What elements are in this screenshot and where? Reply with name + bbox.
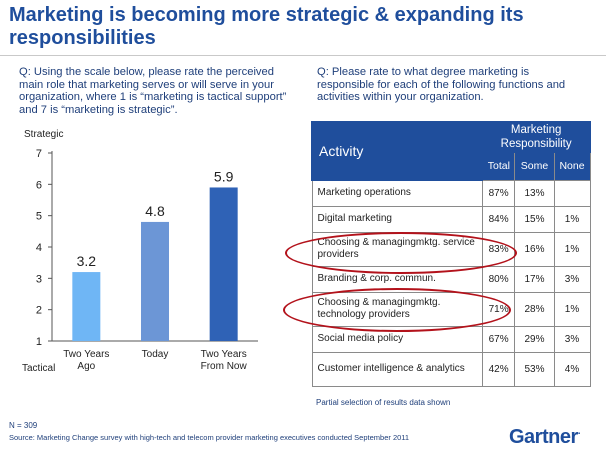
y-tick-label: 3 xyxy=(36,273,42,285)
y-tick-label: 5 xyxy=(36,211,42,223)
none-cell xyxy=(553,179,591,207)
header-total: Total xyxy=(481,151,516,181)
table-row: Branding & corp. commun. 80% 17% 3% xyxy=(311,265,591,293)
none-cell: 3% xyxy=(553,265,591,293)
none-cell: 1% xyxy=(553,291,591,327)
total-cell: 84% xyxy=(481,205,516,233)
some-cell: 53% xyxy=(514,351,555,387)
header-some: Some xyxy=(514,151,555,181)
total-cell: 83% xyxy=(481,231,516,267)
title-divider xyxy=(0,55,606,56)
total-cell: 80% xyxy=(481,265,516,293)
category-label: From Now xyxy=(201,361,248,372)
none-cell: 1% xyxy=(553,231,591,267)
table-row: Customer intelligence & analytics 42% 53… xyxy=(311,351,591,387)
activity-cell: Choosing & managingmktg. service provide… xyxy=(311,231,483,267)
table-row: Digital marketing 84% 15% 1% xyxy=(311,205,591,233)
source-note: Source: Marketing Change survey with hig… xyxy=(9,433,410,442)
bar-value-label: 3.2 xyxy=(77,253,97,269)
none-cell: 4% xyxy=(553,351,591,387)
bar xyxy=(209,187,238,341)
partial-selection-note: Partial selection of results data shown xyxy=(316,398,451,407)
table-row: Social media policy 67% 29% 3% xyxy=(311,325,591,353)
some-cell: 15% xyxy=(514,205,555,233)
table-row: Choosing & managingmktg. technology prov… xyxy=(311,291,591,327)
table-row: Choosing & managingmktg. service provide… xyxy=(311,231,591,267)
activity-cell: Social media policy xyxy=(311,325,483,353)
activity-cell: Branding & corp. commun. xyxy=(311,265,483,293)
category-label: Today xyxy=(142,349,169,360)
none-cell: 1% xyxy=(553,205,591,233)
total-cell: 67% xyxy=(481,325,516,353)
bar-value-label: 4.8 xyxy=(145,203,165,219)
total-cell: 71% xyxy=(481,291,516,327)
gartner-logo: Gartner. xyxy=(509,426,581,449)
slide-title: Marketing is becoming more strategic & e… xyxy=(9,4,524,49)
some-cell: 17% xyxy=(514,265,555,293)
some-cell: 28% xyxy=(514,291,555,327)
total-cell: 42% xyxy=(481,351,516,387)
total-cell: 87% xyxy=(481,179,516,207)
category-label: Ago xyxy=(77,361,95,372)
activity-cell: Digital marketing xyxy=(311,205,483,233)
y-tick-label: 6 xyxy=(36,179,42,191)
table-row: Marketing operations 87% 13% xyxy=(311,179,591,207)
bar-value-label: 5.9 xyxy=(214,168,234,184)
header-activity: Activity xyxy=(310,121,484,181)
y-tick-label: 2 xyxy=(36,305,42,317)
question-right: Q: Please rate to what degree marketing … xyxy=(317,66,566,103)
category-label: Two Years xyxy=(63,349,109,360)
y-tick-label: 1 xyxy=(36,336,42,348)
some-cell: 16% xyxy=(514,231,555,267)
header-marketing-responsibility: Marketing Responsibility xyxy=(481,121,591,153)
question-left: Q: Using the scale below, please rate th… xyxy=(19,66,287,116)
activity-cell: Customer intelligence & analytics xyxy=(311,351,483,387)
responsibility-table: Activity Marketing Responsibility Total … xyxy=(310,121,591,387)
sample-size: N = 309 xyxy=(9,421,38,430)
bar xyxy=(141,221,169,341)
none-cell: 3% xyxy=(553,325,591,353)
y-axis-top-note: Strategic xyxy=(24,129,63,140)
bar xyxy=(72,272,101,341)
logo-dot: . xyxy=(577,426,581,437)
category-label: Two Years xyxy=(201,349,247,360)
activity-cell: Choosing & managingmktg. technology prov… xyxy=(311,291,483,327)
some-cell: 13% xyxy=(514,179,555,207)
y-axis-bottom-note: Tactical xyxy=(22,363,55,374)
y-tick-label: 4 xyxy=(36,242,42,254)
y-tick-label: 7 xyxy=(36,148,42,160)
logo-text: Gartner xyxy=(509,426,578,448)
activity-cell: Marketing operations xyxy=(311,179,483,207)
some-cell: 29% xyxy=(514,325,555,353)
header-none: None xyxy=(553,151,591,181)
